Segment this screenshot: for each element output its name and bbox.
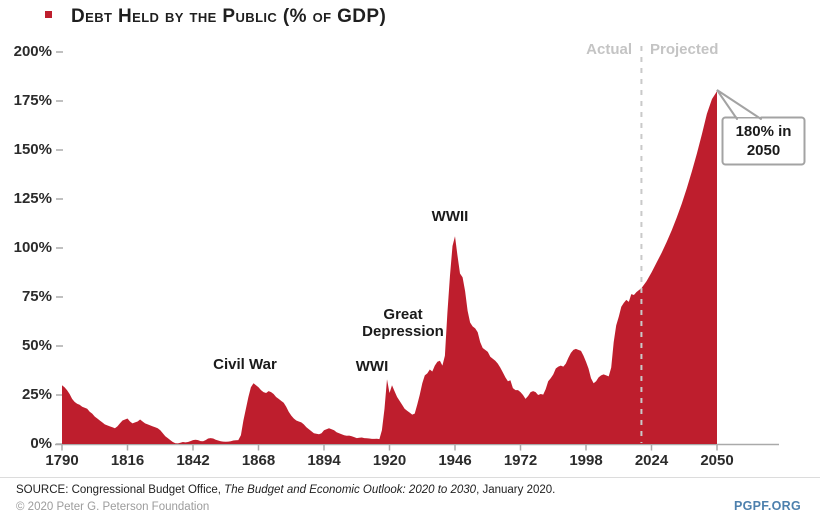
y-axis-label: 150% <box>13 141 52 158</box>
title-bullet-icon <box>45 11 52 18</box>
source-title: The Budget and Economic Outlook: 2020 to… <box>224 484 477 496</box>
source-text: SOURCE: Congressional Budget Office, The… <box>16 484 555 496</box>
y-axis-label: 175% <box>13 92 52 109</box>
projected-label: Projected <box>650 41 719 58</box>
source-suffix: , January 2020. <box>476 484 556 496</box>
x-axis-label: 1842 <box>176 452 210 469</box>
x-axis-label: 1894 <box>307 452 341 469</box>
y-axis-label: 200% <box>13 43 52 60</box>
annotation-wwii: WWII <box>431 208 469 225</box>
y-axis-label: 100% <box>13 239 52 256</box>
actual-label: Actual <box>586 41 632 58</box>
x-axis-label: 1972 <box>503 452 538 469</box>
y-axis-label: 50% <box>21 337 52 354</box>
x-axis-label: 1790 <box>45 452 79 469</box>
copyright-text: © 2020 Peter G. Peterson Foundation <box>16 501 210 513</box>
x-axis-label: 1946 <box>438 452 472 469</box>
x-axis-label: 1998 <box>569 452 603 469</box>
y-axis-label: 125% <box>13 190 52 207</box>
footer-divider <box>0 477 820 478</box>
x-axis-label: 1920 <box>372 452 407 469</box>
annotation-wwi: WWI <box>355 358 389 375</box>
annotation-great-depression: Great Depression <box>362 306 444 340</box>
y-axis-label: 75% <box>21 288 52 305</box>
x-axis-label: 2050 <box>700 452 734 469</box>
callout-box <box>721 116 806 166</box>
x-axis-label: 2024 <box>634 452 669 469</box>
callout-tail-outline <box>716 89 762 120</box>
source-prefix: SOURCE: Congressional Budget Office, <box>16 484 225 496</box>
x-axis-label: 1816 <box>110 452 145 469</box>
page-title: Debt Held by the Public (% of GDP) <box>71 6 387 27</box>
y-axis-label: 0% <box>30 435 52 452</box>
pgpf-org-link[interactable]: PGPF.ORG <box>734 499 801 513</box>
debt-area-series <box>62 91 717 444</box>
callout-180-in-2050: 180% in 2050 <box>735 123 792 159</box>
annotation-civil-war: Civil War <box>213 356 277 373</box>
x-axis-label: 1868 <box>241 452 276 469</box>
y-axis-label: 25% <box>21 386 52 403</box>
